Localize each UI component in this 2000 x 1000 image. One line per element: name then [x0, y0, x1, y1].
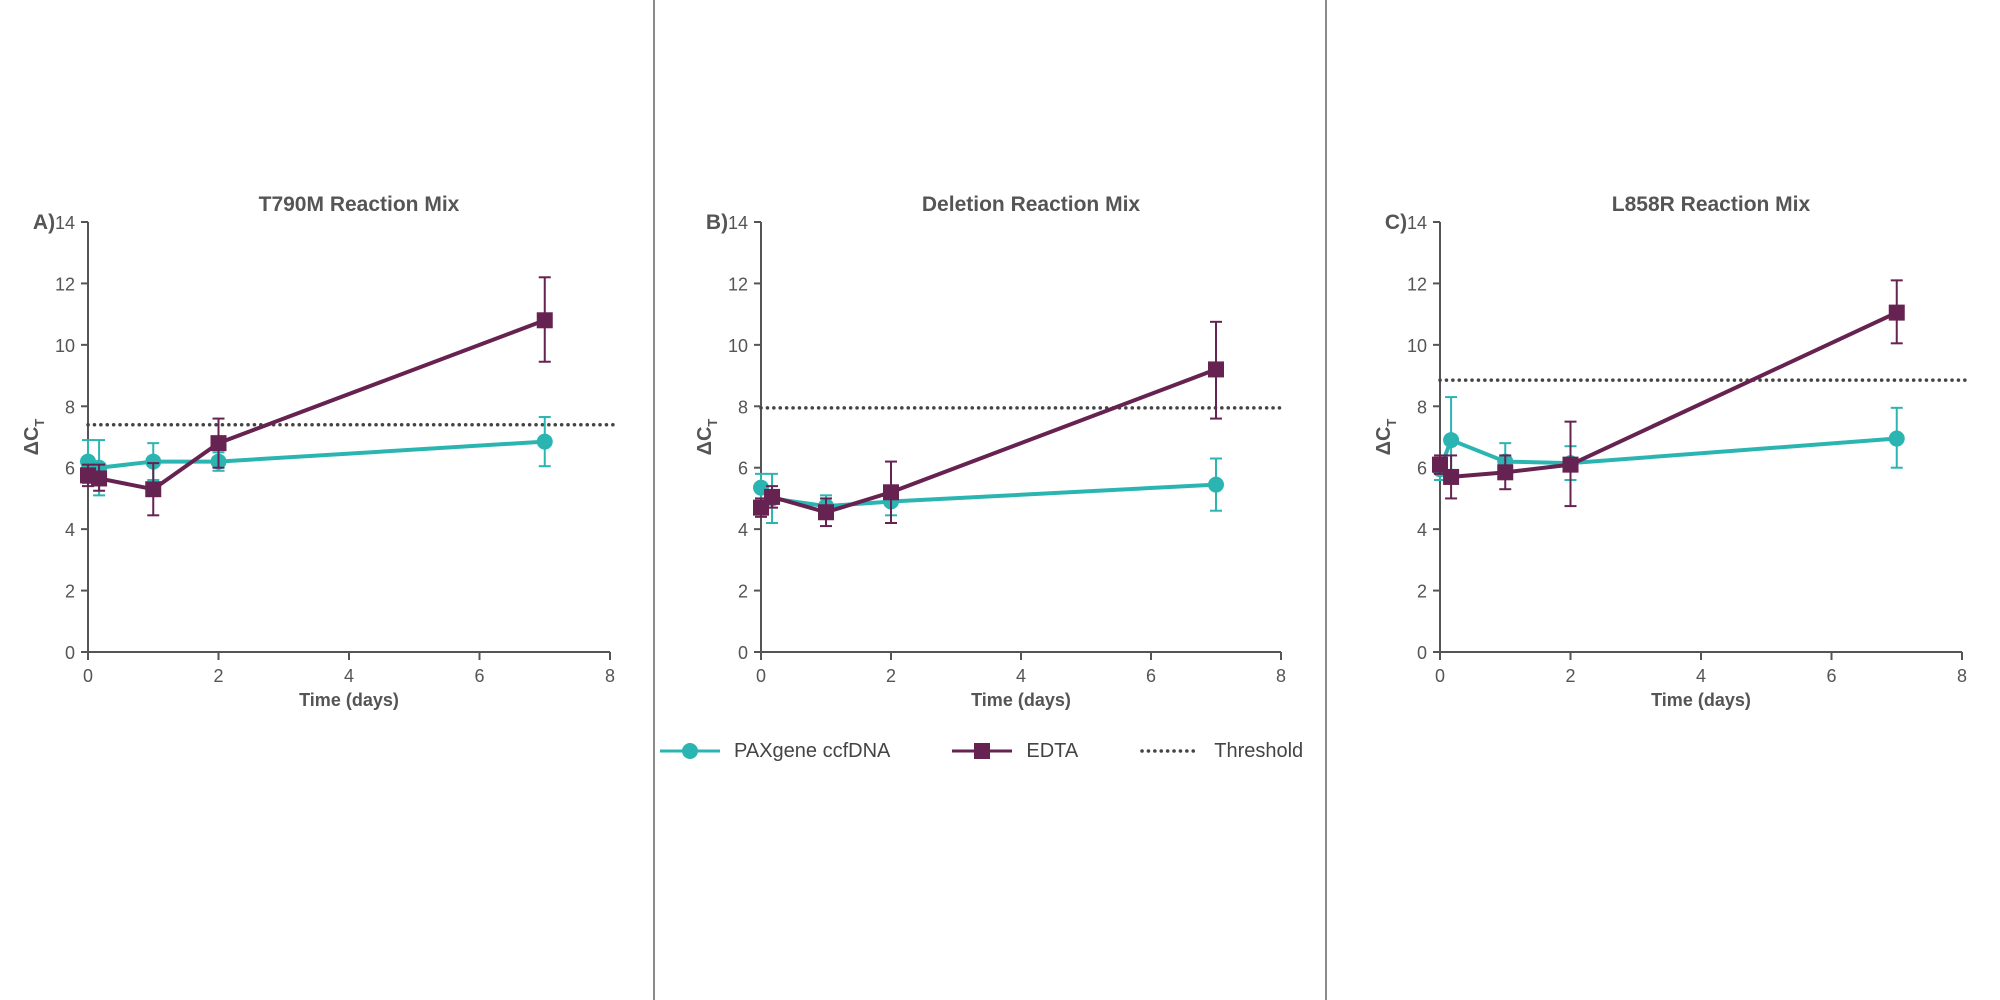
y-axis-label: ΔCT	[694, 419, 720, 456]
x-tick-label: 8	[1957, 666, 1967, 686]
legend-item-threshold: Threshold	[1140, 739, 1303, 763]
chart-panel-1: 0 2 4 6 8 10 12 14 0 2 4 6 8 T790M Reaction Mix A) Time…	[21, 193, 616, 710]
y-tick-label: 4	[65, 520, 75, 540]
y-tick-label: 10	[728, 336, 748, 356]
data-point	[1497, 464, 1514, 481]
data-point	[818, 504, 834, 521]
x-tick-label: 4	[1016, 666, 1026, 686]
panel-label: C)	[1385, 211, 1407, 234]
y-tick-label: 10	[1407, 336, 1427, 356]
data-point	[1443, 432, 1460, 449]
legend-label-paxgene: PAXgene ccfDNA	[734, 739, 891, 762]
chart-title: L858R Reaction Mix	[1612, 193, 1811, 216]
x-tick-label: 4	[344, 666, 354, 686]
panel-label: B)	[706, 211, 728, 234]
x-tick-label: 0	[756, 666, 766, 686]
x-tick-label: 0	[1435, 666, 1445, 686]
y-tick-label: 2	[1417, 582, 1427, 602]
x-tick-label: 0	[83, 666, 93, 686]
y-tick-label: 8	[738, 397, 748, 417]
legend-label-edta: EDTA	[1026, 739, 1079, 762]
y-tick-label: 8	[65, 397, 75, 417]
y-tick-label: 4	[1417, 520, 1427, 540]
series-line	[1438, 310, 1898, 479]
data-point	[764, 488, 781, 505]
y-tick-label: 14	[55, 213, 75, 233]
legend-swatch-paxgene	[660, 743, 720, 759]
x-tick-label: 4	[1696, 666, 1706, 686]
y-tick-label: 2	[65, 582, 75, 602]
panel-divider-left	[653, 0, 655, 1000]
y-tick-label: 0	[65, 643, 75, 663]
series-edta	[1432, 279, 1905, 508]
y-axis-label: ΔCT	[1373, 419, 1399, 456]
data-point	[145, 481, 162, 498]
x-tick-label: 8	[605, 666, 615, 686]
data-point	[145, 453, 162, 470]
chart-legend: PAXgene ccfDNA EDTA Threshold	[660, 734, 1320, 768]
x-tick-label: 2	[213, 666, 223, 686]
y-tick-label: 6	[65, 459, 75, 479]
data-point	[1562, 456, 1579, 473]
chart-panel-2: 0 2 4 6 8 10 12 14 0 2 4 6 8 Deletion Reaction Mix B) T…	[694, 193, 1287, 710]
y-tick-label: 2	[738, 582, 748, 602]
y-tick-label: 8	[1417, 397, 1427, 417]
data-point	[536, 312, 553, 329]
x-tick-label: 2	[886, 666, 896, 686]
y-axis-label: ΔCT	[21, 419, 47, 456]
y-tick-label: 6	[1417, 459, 1427, 479]
data-point	[883, 484, 899, 501]
y-tick-label: 4	[738, 520, 748, 540]
data-point	[210, 435, 227, 452]
data-point	[1208, 361, 1224, 378]
x-tick-label: 6	[1146, 666, 1156, 686]
x-axis-label: Time (days)	[971, 690, 1071, 710]
series-edta	[753, 320, 1224, 528]
series-edta	[80, 276, 553, 517]
series-line	[759, 367, 1217, 515]
x-tick-label: 6	[474, 666, 484, 686]
data-point	[536, 433, 553, 450]
legend-swatch-edta	[952, 743, 1013, 759]
data-point	[91, 470, 108, 487]
chart-title: T790M Reaction Mix	[259, 193, 460, 216]
x-axis-label: Time (days)	[299, 690, 399, 710]
x-tick-label: 6	[1826, 666, 1836, 686]
y-tick-label: 6	[738, 459, 748, 479]
chart-panel-3: 0 2 4 6 8 10 12 14 0 2 4 6 8 L858R Reaction Mix C) Time…	[1373, 193, 1968, 710]
x-axis-label: Time (days)	[1651, 690, 1751, 710]
legend-item-paxgene: PAXgene ccfDNA	[660, 739, 890, 763]
data-point	[1432, 456, 1448, 473]
data-point	[1888, 304, 1905, 321]
panel-divider-right	[1325, 0, 1327, 1000]
y-tick-label: 14	[728, 213, 748, 233]
y-tick-label: 10	[55, 336, 75, 356]
data-point	[1888, 430, 1905, 447]
legend-swatch-threshold	[1140, 749, 1200, 753]
y-tick-label: 14	[1407, 213, 1427, 233]
x-tick-label: 8	[1276, 666, 1286, 686]
panel-label: A)	[33, 211, 55, 234]
data-point	[1208, 476, 1224, 493]
y-tick-label: 12	[55, 274, 75, 294]
y-tick-label: 12	[1407, 274, 1427, 294]
y-tick-label: 0	[1417, 643, 1427, 663]
legend-label-threshold: Threshold	[1214, 739, 1304, 762]
x-tick-label: 2	[1565, 666, 1575, 686]
chart-title: Deletion Reaction Mix	[922, 193, 1141, 216]
y-tick-label: 12	[728, 274, 748, 294]
data-point	[1443, 468, 1460, 485]
y-tick-label: 0	[738, 643, 748, 663]
legend-item-edta: EDTA	[952, 739, 1078, 763]
